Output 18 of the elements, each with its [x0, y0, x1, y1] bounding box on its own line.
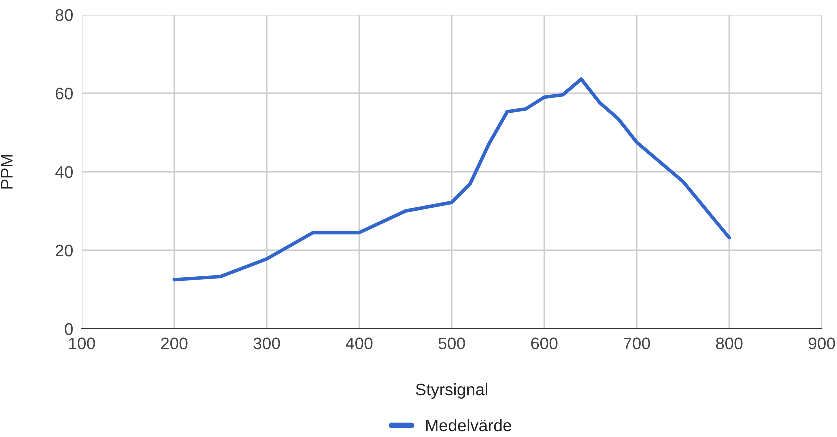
y-tick-label: 80	[56, 9, 74, 22]
y-tick-label: 20	[56, 244, 74, 257]
y-axis-title: PPM	[1, 155, 13, 189]
x-tick-label: 500	[438, 338, 466, 350]
x-tick-label: 400	[346, 338, 373, 350]
x-tick-label: 800	[716, 338, 743, 350]
x-tick-label: 100	[69, 338, 96, 350]
x-tick-label: 900	[808, 338, 836, 350]
legend-label: Medelvärde	[426, 419, 512, 432]
x-tick-label: 200	[161, 338, 188, 350]
y-tick-label: 0	[65, 323, 74, 336]
x-tick-label: 300	[254, 338, 280, 350]
y-tick-label: 60	[56, 88, 74, 100]
x-tick-label: 600	[531, 338, 558, 350]
x-axis-title: Styrsignal	[416, 383, 488, 399]
y-tick-label: 40	[56, 166, 74, 178]
line-series	[172, 78, 732, 282]
x-tick-label: 700	[624, 338, 650, 350]
